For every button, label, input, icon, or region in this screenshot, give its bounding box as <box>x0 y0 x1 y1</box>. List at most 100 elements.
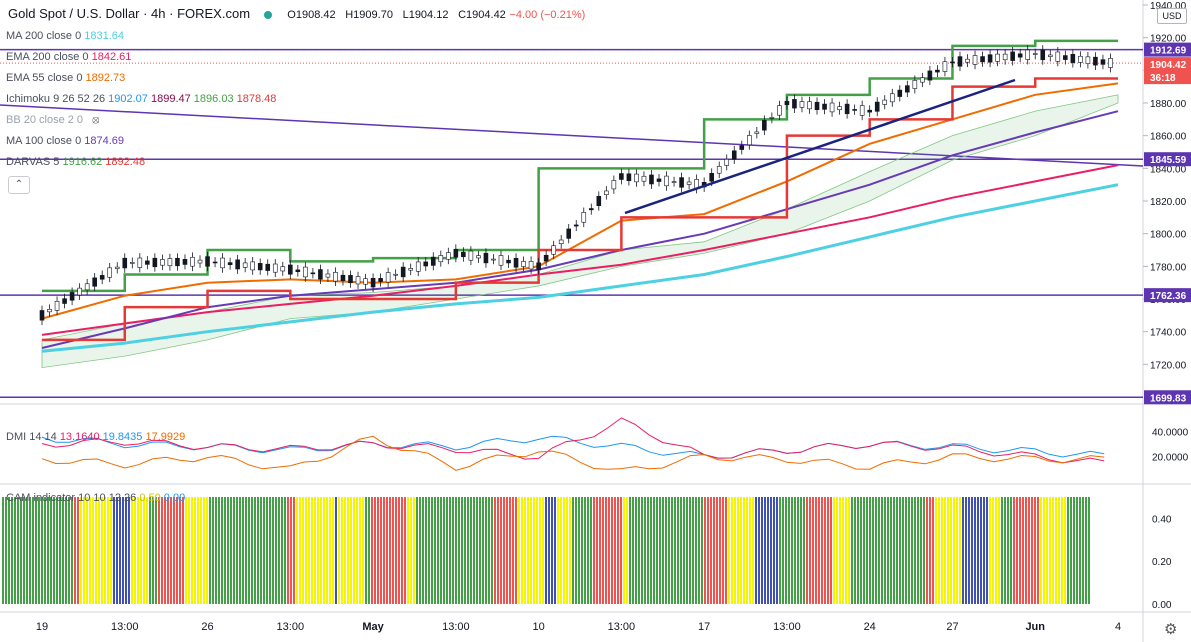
cam-bar <box>236 497 238 604</box>
cam-bar <box>854 497 856 604</box>
candle-body <box>874 101 880 112</box>
cam-bar <box>464 497 466 604</box>
cam-bar <box>959 497 961 604</box>
cam-bar <box>908 497 910 604</box>
candle-body <box>152 257 158 268</box>
cam-bar <box>845 497 847 604</box>
ohlc-high: H1909.70 <box>345 9 393 21</box>
candle-body <box>897 89 903 97</box>
cam-bar <box>863 497 865 604</box>
cam-bar <box>650 497 652 604</box>
cam-bar <box>89 497 91 604</box>
legend-ema200[interactable]: EMA 200 close 0 1842.61 <box>6 51 132 63</box>
cam-bar <box>521 497 523 604</box>
candle-body <box>543 254 549 262</box>
cam-bar <box>881 497 883 604</box>
candle-body <box>99 275 105 280</box>
cam-bar <box>161 497 163 604</box>
price-axis-label: 1912.69 <box>1150 46 1187 57</box>
cam-bar <box>596 497 598 604</box>
candle-body <box>634 173 639 183</box>
cam-bar <box>524 497 526 604</box>
cam-bar <box>1004 497 1006 604</box>
collapse-legend-button[interactable]: ⌃ <box>8 176 30 194</box>
cam-bar <box>896 497 898 604</box>
gear-icon[interactable]: ⚙ <box>1164 621 1178 638</box>
cam-bar <box>614 497 616 604</box>
candle-body <box>769 117 775 119</box>
cam-bar <box>71 497 73 604</box>
cam-bar <box>791 497 793 604</box>
price-tick-label: 1820.00 <box>1150 197 1187 208</box>
eye-hidden-icon[interactable]: ⦻ <box>92 114 100 126</box>
cam-bar <box>65 497 67 604</box>
cam-bar <box>443 497 445 604</box>
cam-bar <box>818 497 820 604</box>
time-axis-label: 26 <box>201 621 213 633</box>
currency-badge[interactable]: USD <box>1157 8 1187 24</box>
cam-bar <box>188 497 190 604</box>
symbol-title[interactable]: Gold Spot / U.S. Dollar · 4h · FOREX.com <box>8 6 251 21</box>
cam-bar <box>152 497 154 604</box>
cam-bar <box>167 497 169 604</box>
price-tick-label: 1740.00 <box>1150 328 1187 339</box>
cam-bar <box>284 497 286 604</box>
price-tick-label: 1720.00 <box>1150 360 1187 371</box>
candle-body <box>604 190 609 196</box>
cam-bar <box>458 497 460 604</box>
candle-body <box>859 105 865 116</box>
cam-bar <box>1034 497 1036 604</box>
legend-ema55[interactable]: EMA 55 close 0 1892.73 <box>6 72 126 84</box>
cam-bar <box>290 497 292 604</box>
ohlc-change: −4.00 (−0.21%) <box>509 9 586 21</box>
legend-ma100[interactable]: MA 100 close 0 1874.69 <box>6 135 125 147</box>
candle-body <box>596 195 602 207</box>
cam-bar <box>800 497 802 604</box>
cam-bar <box>1058 497 1060 604</box>
cam-bar <box>974 497 976 604</box>
cam-bar <box>866 497 868 604</box>
candle-body <box>400 266 406 278</box>
legend-darvas[interactable]: DARVAS 5 1916.62 1892.48 <box>6 156 146 168</box>
legend-bb[interactable]: BB 20 close 2 0 ⦻ <box>6 114 100 126</box>
cam-bar <box>692 497 694 604</box>
candle-body <box>1002 53 1008 61</box>
cam-bars <box>2 497 1090 604</box>
candle-body <box>935 69 940 73</box>
candle-body <box>92 277 97 287</box>
cam-bar <box>347 497 349 604</box>
cam-bar <box>917 497 919 604</box>
legend-ichimoku[interactable]: Ichimoku 9 26 52 26 1902.07 1899.47 1896… <box>6 93 277 105</box>
cam-bar <box>641 497 643 604</box>
candle-body <box>551 245 556 255</box>
cam-bar <box>653 497 655 604</box>
cam-bar <box>110 497 112 604</box>
cam-bar <box>587 497 589 604</box>
cam-bar <box>782 497 784 604</box>
candle-body <box>1047 54 1053 57</box>
cam-bar <box>14 497 16 604</box>
cam-bar <box>830 497 832 604</box>
cam-bar <box>86 497 88 604</box>
cam-bar <box>476 497 478 604</box>
cam-bar <box>803 497 805 604</box>
price-axis-label: 36:18 <box>1150 73 1176 84</box>
dmi-line-di <box>41 417 1105 464</box>
candles <box>39 45 1113 326</box>
candle-body <box>370 277 376 288</box>
cam-bar <box>74 497 76 604</box>
price-tick-label: 1780.00 <box>1150 262 1187 273</box>
legend-dmi[interactable]: DMI 14 14 13.1640 19.8435 17.9929 <box>6 431 186 443</box>
candle-body <box>378 278 383 282</box>
candle-body <box>837 106 842 111</box>
candle-body <box>671 181 677 183</box>
legend-ma200[interactable]: MA 200 close 0 1831.64 <box>6 30 125 42</box>
cam-bar <box>140 497 142 604</box>
candle-body <box>709 172 714 182</box>
cam-bar <box>716 497 718 604</box>
candle-body <box>649 174 654 185</box>
legend-cam[interactable]: CAM indicator 10 10 12 26 0.50 0.00 <box>6 492 186 504</box>
cam-bar <box>455 497 457 604</box>
cam-bar <box>128 497 130 604</box>
